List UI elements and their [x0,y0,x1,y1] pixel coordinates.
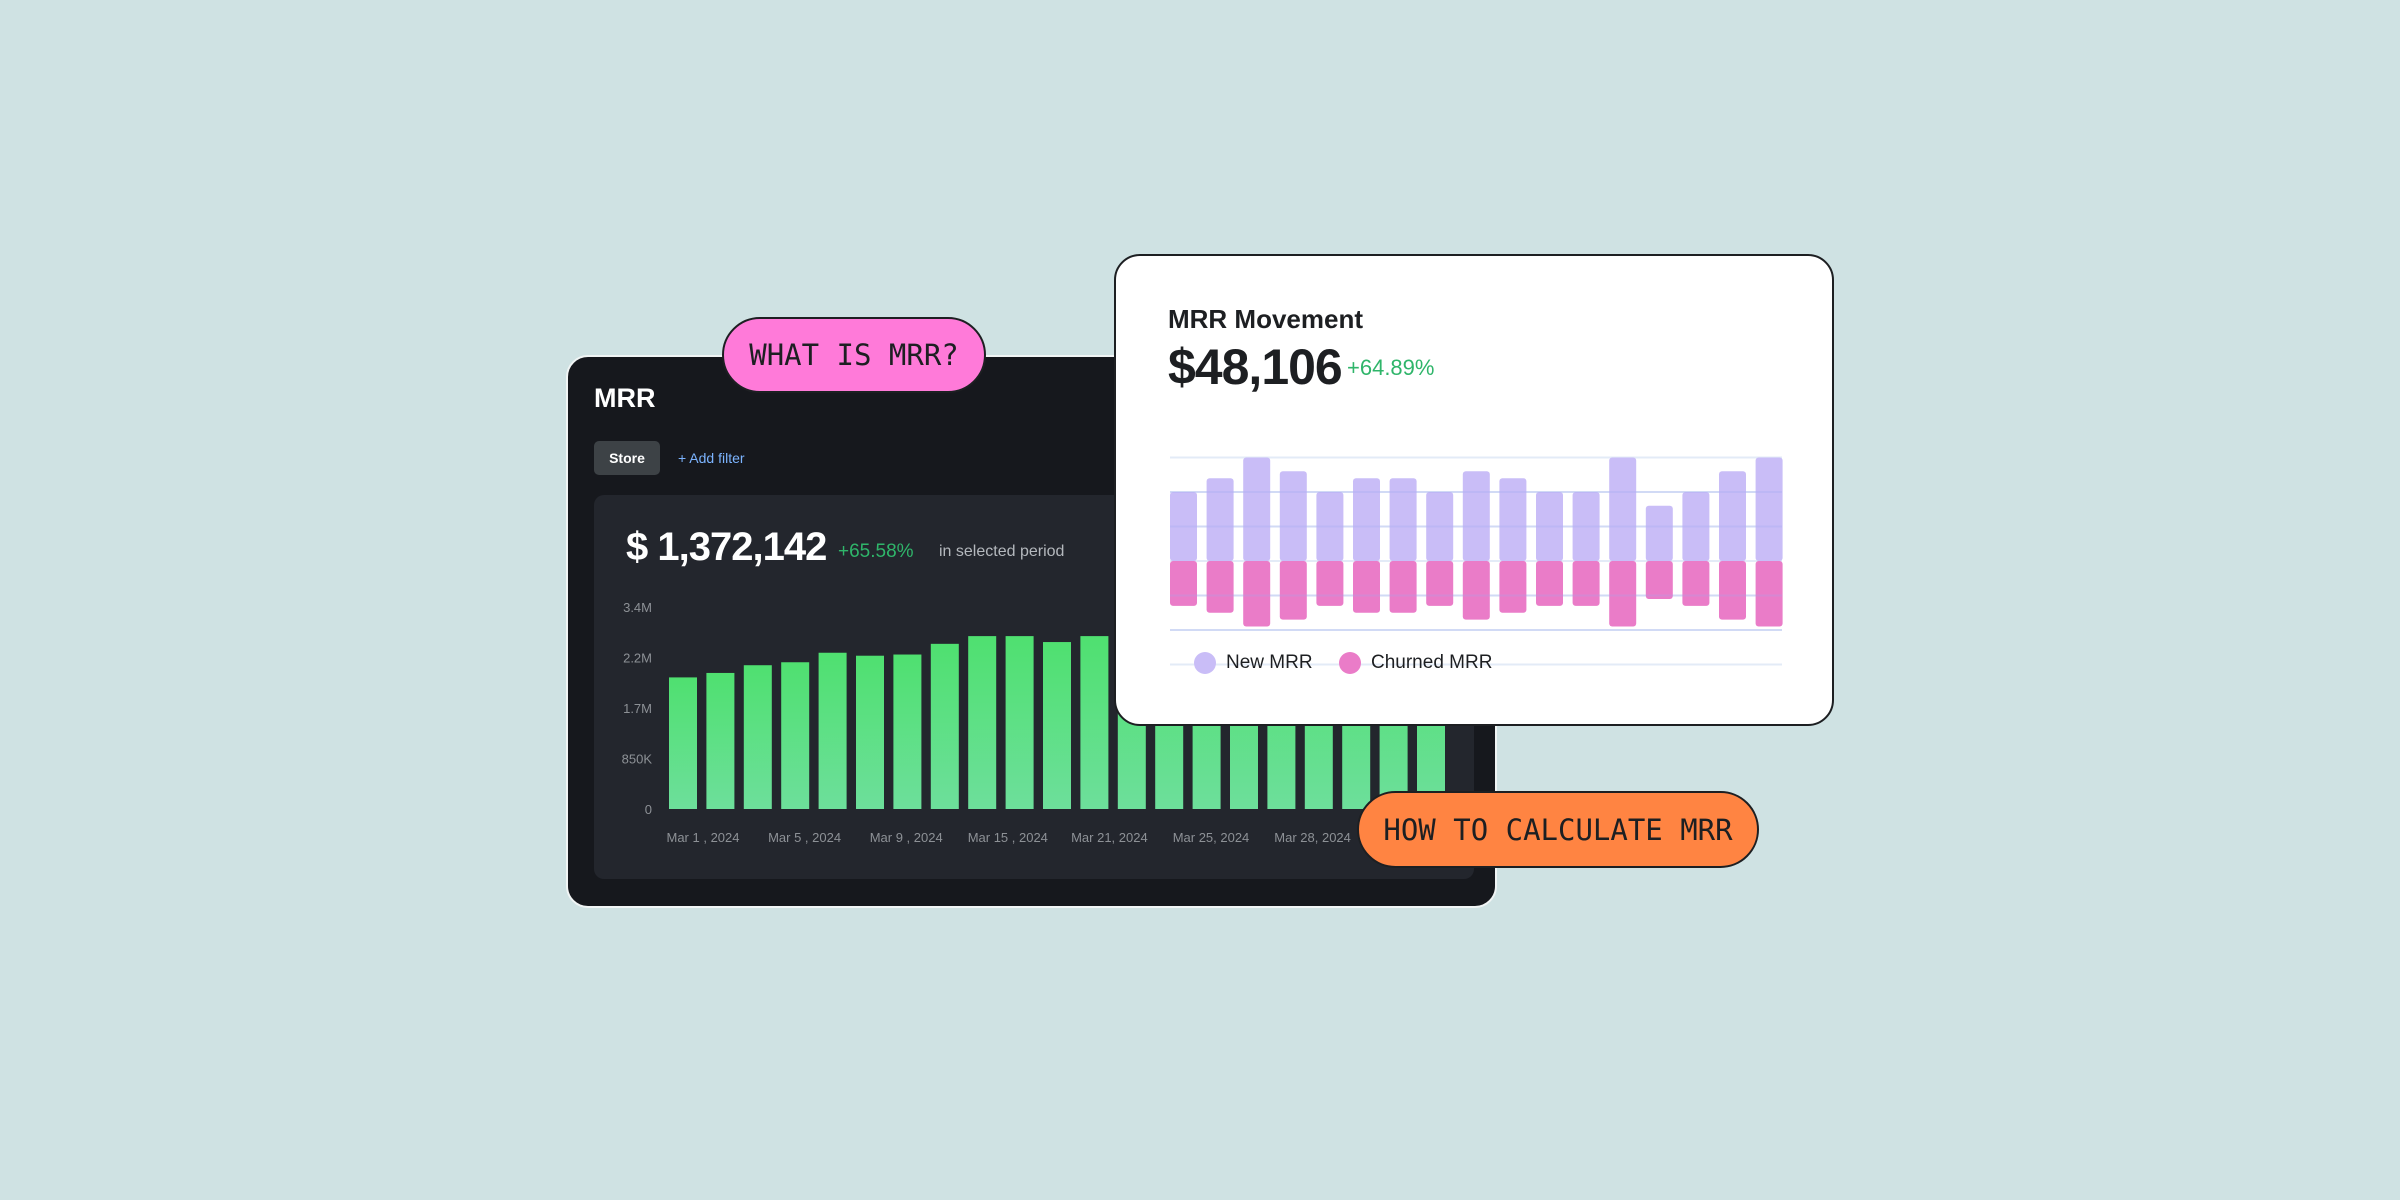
legend-label: New MRR [1226,652,1313,673]
new-mrr-bar [1462,471,1490,561]
new-mrr-bar [1755,457,1783,561]
store-filter-button[interactable]: Store [594,441,660,475]
new-mrr-bar [1279,471,1307,561]
movement-title: MRR Movement [1168,304,1364,334]
churned-mrr-bar [1316,561,1344,606]
churned-mrr-bar [1243,561,1271,627]
new-mrr-bar [1682,492,1710,561]
x-tick-label: Mar 25, 2024 [1173,830,1250,845]
mrr-bar [1005,636,1034,809]
mrr-change: +65.58% [838,541,914,562]
new-mrr-bar [1389,478,1417,561]
y-tick-label: 3.4M [623,600,652,615]
churned-mrr-bar [1755,561,1783,627]
mrr-bar [818,652,847,809]
churned-mrr-bar [1609,561,1637,627]
what-is-mrr-pill[interactable]: WHAT IS MRR? [722,317,986,393]
churned-mrr-bar [1426,561,1454,606]
mrr-bar [781,662,810,809]
churned-mrr-bar [1499,561,1527,613]
x-tick-label: Mar 15 , 2024 [968,830,1048,845]
mrr-bar [1080,636,1109,809]
churned-mrr-bar [1682,561,1710,606]
new-mrr-bar [1645,505,1673,561]
churned-mrr-bar [1279,561,1307,620]
new-mrr-bar [1426,492,1454,561]
x-tick-label: Mar 21, 2024 [1071,830,1148,845]
legend-label: Churned MRR [1371,652,1493,673]
new-mrr-bar [1353,478,1380,561]
new-mrr-bar [1243,457,1271,561]
x-tick-label: Mar 28, 2024 [1274,830,1351,845]
legend-new-mrr: New MRR [1194,652,1313,674]
add-filter-link[interactable]: + Add filter [678,450,745,466]
period-label: in selected period [939,543,1065,560]
mrr-bar [893,654,922,809]
new-mrr-bar [1499,478,1527,561]
movement-total: $48,106 [1168,339,1343,395]
new-mrr-bar [1572,492,1600,561]
new-mrr-bar [1609,457,1637,561]
mrr-bar [743,665,772,809]
movement-bar-chart [1170,456,1783,666]
y-tick-label: 2.2M [623,651,652,666]
new-mrr-bar [1170,492,1197,561]
churned-mrr-bar [1536,561,1563,606]
new-mrr-bar [1316,492,1344,561]
mrr-card-title: MRR [594,383,656,413]
mrr-bar [1043,642,1071,809]
y-tick-label: 1.7M [623,701,652,716]
y-tick-label: 0 [645,802,652,817]
mrr-bar [968,636,997,809]
new-mrr-dot-icon [1194,652,1216,674]
new-mrr-bar [1206,478,1234,561]
mrr-bar [706,672,735,809]
how-to-calculate-pill[interactable]: HOW TO CALCULATE MRR [1357,791,1759,868]
movement-change: +64.89% [1347,355,1435,380]
x-tick-label: Mar 5 , 2024 [768,830,841,845]
mrr-total: $ 1,372,142 [626,525,827,569]
churned-mrr-bar [1645,561,1673,599]
churned-mrr-bar [1170,561,1197,606]
legend-churned-mrr: Churned MRR [1339,652,1492,674]
mrr-bar [669,677,697,809]
x-tick-label: Mar 9 , 2024 [870,830,943,845]
y-tick-label: 850K [622,752,653,767]
churned-mrr-bar [1389,561,1417,613]
mrr-bar [856,655,884,809]
churned-mrr-bar [1462,561,1490,620]
churned-mrr-dot-icon [1339,652,1361,674]
x-tick-label: Mar 1 , 2024 [667,830,740,845]
churned-mrr-bar [1719,561,1746,620]
churned-mrr-bar [1353,561,1380,613]
mrr-bar [930,643,959,809]
mrr-movement-card: MRR Movement $48,106 +64.89% New MRR Chu… [1114,254,1834,726]
new-mrr-bar [1719,471,1746,561]
new-mrr-bar [1536,492,1563,561]
churned-mrr-bar [1206,561,1234,613]
churned-mrr-bar [1572,561,1600,606]
